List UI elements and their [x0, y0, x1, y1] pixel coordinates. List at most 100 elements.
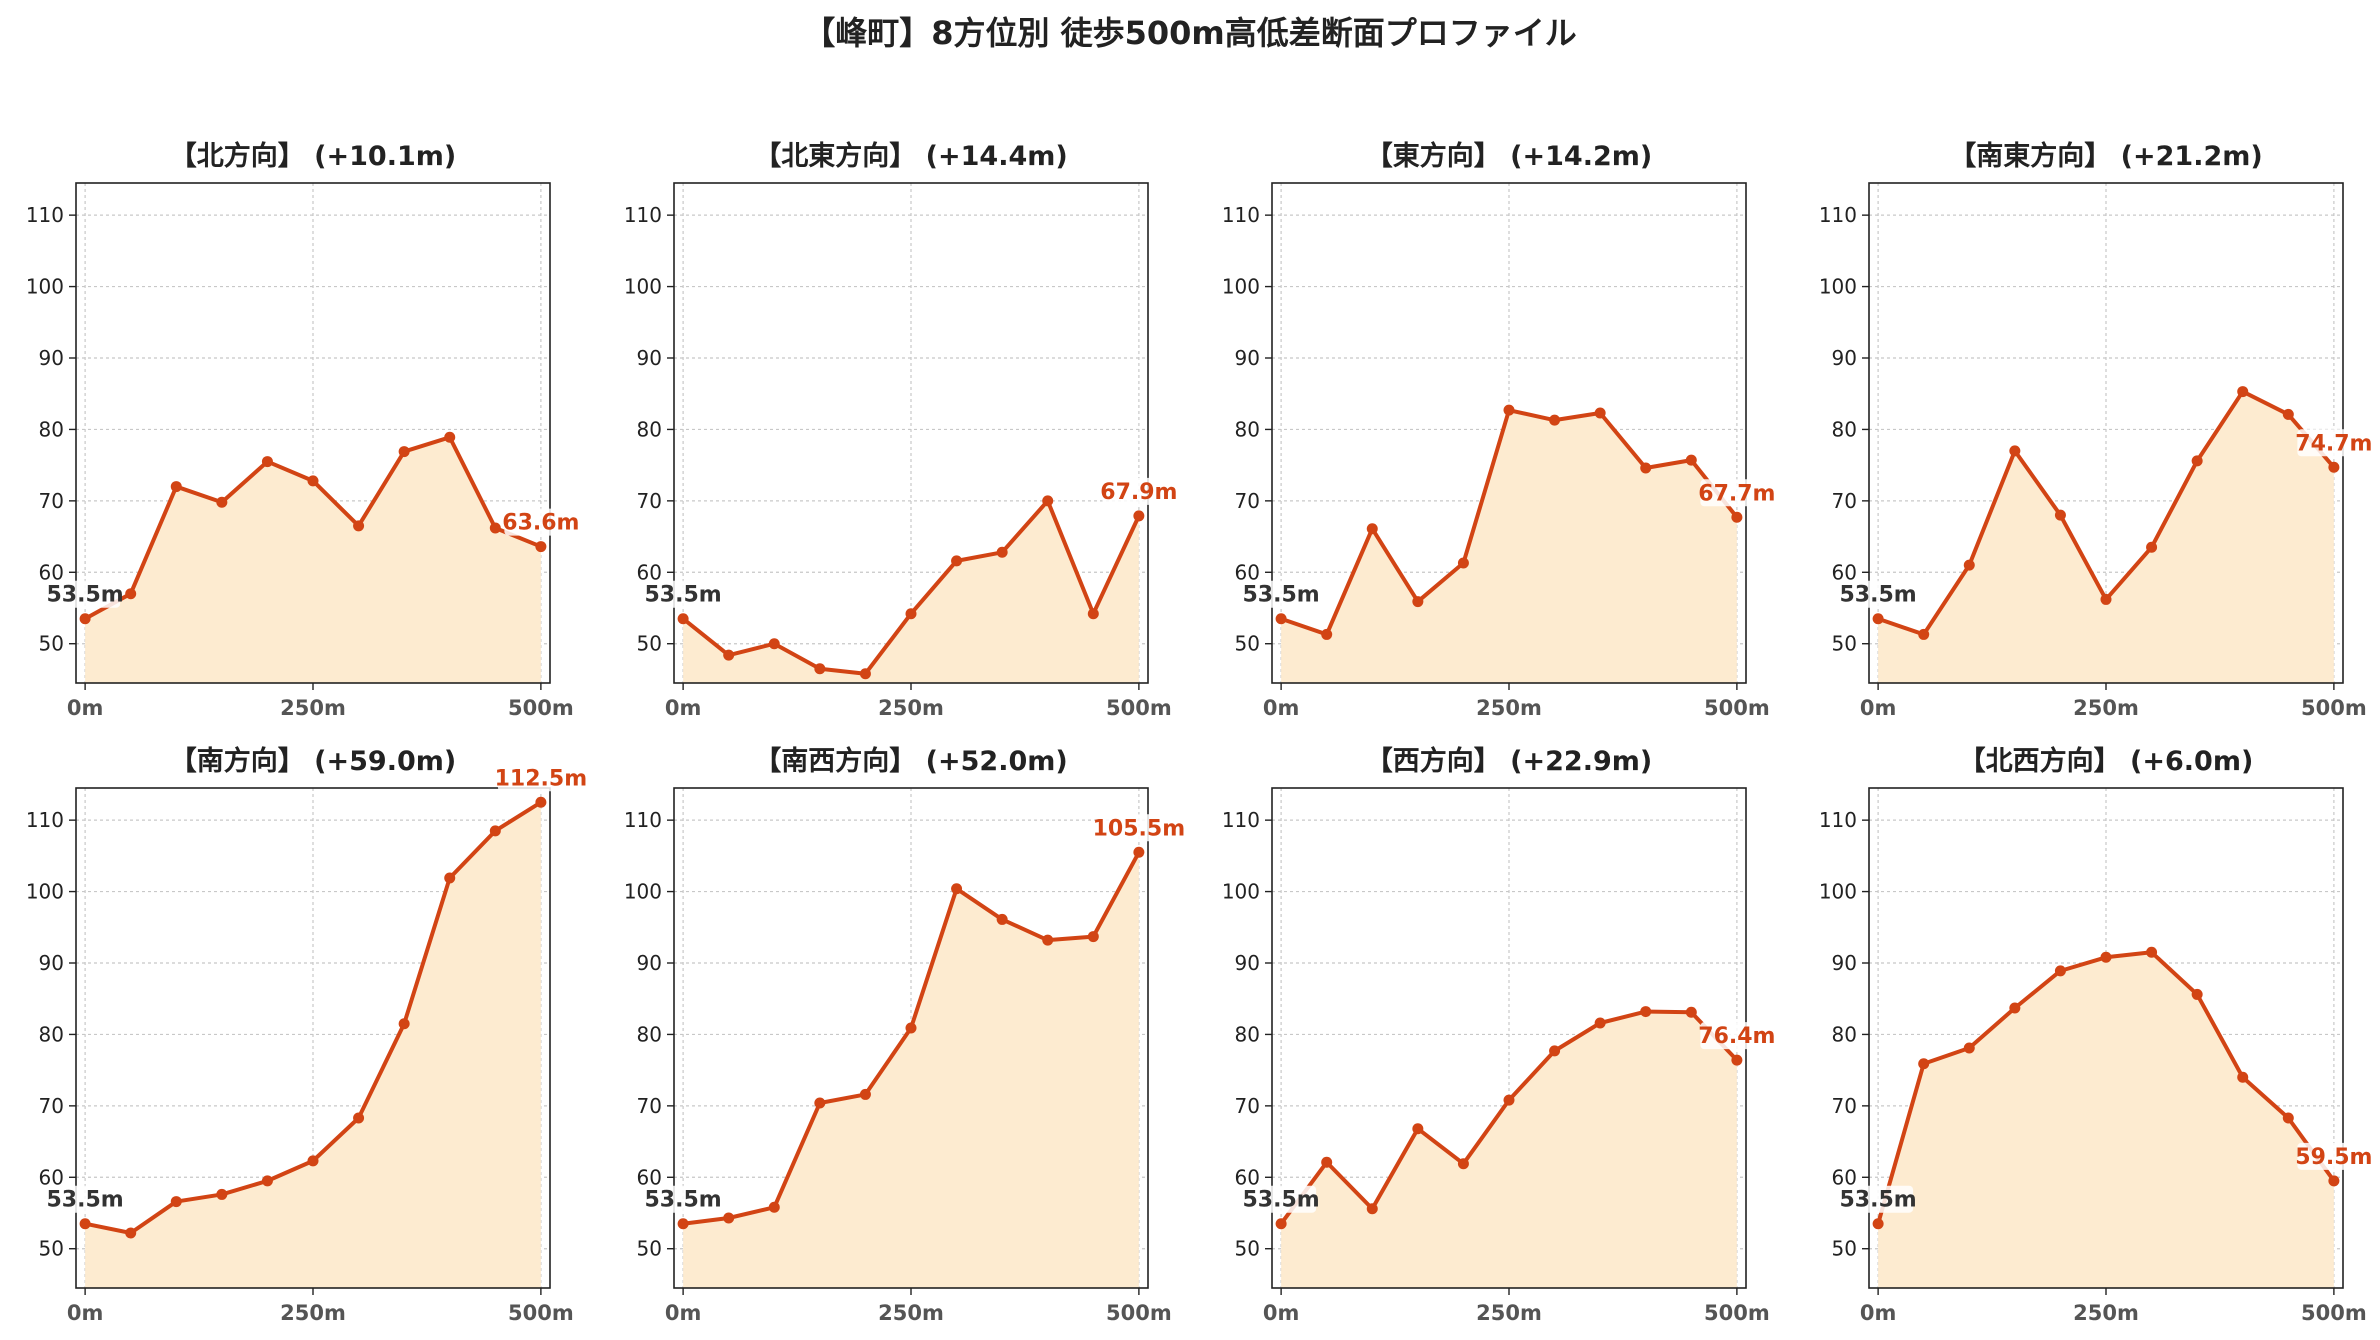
y-tick-label: 80 [637, 1022, 662, 1046]
data-point [261, 456, 273, 468]
data-point [216, 1188, 228, 1200]
data-point [1366, 1203, 1378, 1215]
y-tick-label: 50 [39, 1237, 64, 1261]
data-point [1412, 596, 1424, 608]
x-tick-label: 500m [2301, 1301, 2367, 1325]
area-fill [1281, 410, 1737, 683]
data-point [1366, 523, 1378, 535]
y-tick-label: 70 [637, 489, 662, 513]
area-fill [85, 802, 541, 1288]
data-point [1640, 1006, 1652, 1018]
x-tick-label: 500m [508, 1301, 574, 1325]
y-tick-label: 110 [624, 203, 662, 227]
data-point [859, 668, 871, 680]
y-tick-label: 50 [1832, 632, 1857, 656]
y-tick-label: 90 [637, 346, 662, 370]
x-tick-label: 500m [2301, 696, 2367, 720]
x-tick-label: 500m [508, 696, 574, 720]
y-tick-label: 70 [1235, 1094, 1260, 1118]
y-tick-label: 110 [1222, 203, 1260, 227]
data-point [307, 1155, 319, 1167]
y-tick-label: 60 [1832, 1165, 1857, 1189]
x-tick-label: 250m [280, 696, 346, 720]
data-point [1275, 1218, 1287, 1230]
y-tick-label: 110 [624, 808, 662, 832]
data-point [1640, 462, 1652, 474]
area-fill [1281, 1011, 1737, 1288]
data-point [1321, 1156, 1333, 1168]
data-point [2191, 455, 2203, 467]
y-tick-label: 80 [1832, 417, 1857, 441]
data-point [1963, 559, 1975, 571]
data-point [1133, 510, 1145, 522]
data-point [859, 1088, 871, 1100]
data-point [216, 496, 228, 508]
chart-title: 【南東方向】 (+21.2m) [1949, 140, 2262, 172]
chart-panel-8: 【北西方向】 (+6.0m) 50 60 70 80 90 100 110 0m 250m 500m… [1819, 745, 2373, 1325]
data-point [2146, 946, 2158, 958]
data-point [1412, 1123, 1424, 1135]
y-tick-label: 70 [39, 1094, 64, 1118]
x-tick-label: 250m [2073, 1301, 2139, 1325]
data-point [2009, 445, 2021, 457]
y-tick-label: 100 [624, 880, 662, 904]
x-tick-label: 0m [1860, 1301, 1897, 1325]
data-point [723, 1212, 735, 1224]
x-tick-label: 250m [878, 696, 944, 720]
start-label-box [648, 1185, 719, 1213]
y-tick-label: 80 [637, 417, 662, 441]
y-tick-label: 50 [637, 1237, 662, 1261]
y-tick-label: 110 [1222, 808, 1260, 832]
end-label-box [504, 508, 578, 536]
y-tick-label: 70 [637, 1094, 662, 1118]
x-tick-label: 0m [665, 696, 702, 720]
y-tick-label: 90 [1235, 951, 1260, 975]
data-point [170, 1196, 182, 1208]
area-fill [683, 500, 1139, 683]
y-tick-label: 50 [1235, 1237, 1260, 1261]
data-point [768, 638, 780, 650]
start-label-box [648, 580, 719, 608]
data-point [2328, 461, 2340, 473]
x-tick-label: 0m [1860, 696, 1897, 720]
data-point [1503, 1094, 1515, 1106]
y-tick-label: 110 [26, 203, 64, 227]
data-point [398, 1018, 410, 1030]
data-point [170, 481, 182, 493]
data-point [307, 475, 319, 487]
data-point [1731, 511, 1743, 523]
data-point [79, 1218, 91, 1230]
chart-panel-1: 【北方向】 (+10.1m) 50 60 70 80 90 100 110 0m 250m 500m… [26, 140, 580, 720]
y-tick-label: 70 [1832, 1094, 1857, 1118]
chart-panel-6: 【南西方向】 (+52.0m) 50 60 70 80 90 100 110 0m 250m 500… [624, 745, 1185, 1325]
start-elevation-label: 53.5m [1243, 583, 1320, 608]
y-tick-label: 100 [26, 880, 64, 904]
start-elevation-label: 53.5m [645, 583, 722, 608]
data-point [2100, 951, 2112, 963]
y-tick-label: 80 [39, 1022, 64, 1046]
data-point [261, 1175, 273, 1187]
end-label-box [2297, 1142, 2371, 1170]
end-label-box [1095, 814, 1182, 842]
y-tick-label: 90 [1832, 346, 1857, 370]
y-tick-label: 50 [39, 632, 64, 656]
end-elevation-label: 112.5m [495, 766, 588, 791]
data-point [2054, 965, 2066, 977]
data-point [1918, 628, 1930, 640]
figure-title: 【峰町】8方位別 徒歩500m高低差断面プロファイル [803, 14, 1577, 52]
data-point [2191, 988, 2203, 1000]
end-elevation-label: 67.7m [1698, 481, 1775, 506]
data-point [814, 1097, 826, 1109]
data-point [814, 663, 826, 675]
x-tick-label: 250m [2073, 696, 2139, 720]
x-tick-label: 0m [1263, 696, 1300, 720]
data-point [951, 555, 963, 567]
y-tick-label: 60 [637, 1165, 662, 1189]
data-point [677, 613, 689, 625]
data-point [1087, 931, 1099, 943]
end-elevation-label: 76.4m [1698, 1024, 1775, 1049]
chart-title: 【北方向】 (+10.1m) [170, 140, 456, 172]
data-point [1457, 557, 1469, 569]
data-point [2237, 1071, 2249, 1083]
data-point [2054, 509, 2066, 521]
